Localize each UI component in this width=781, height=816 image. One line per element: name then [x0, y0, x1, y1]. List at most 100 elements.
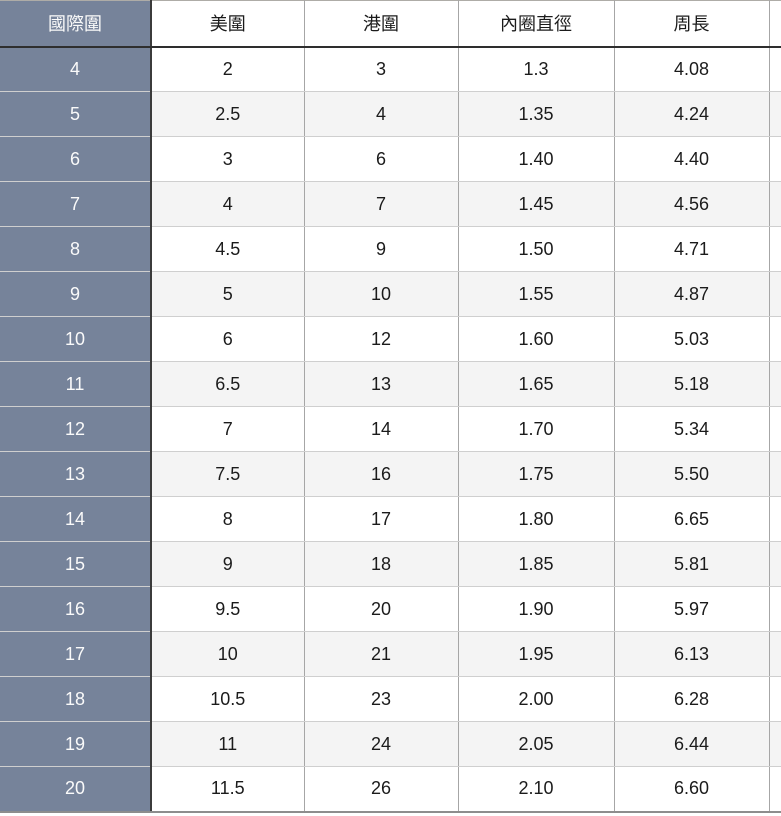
table-cell: 18: [304, 541, 459, 587]
table-cell: 16: [304, 451, 459, 497]
column-header-us-size: 美圍: [151, 0, 305, 48]
table-row: 16 9.5 20 1.90 5.97: [0, 586, 781, 632]
table-cell: 4.24: [614, 91, 770, 137]
table-row: 15 9 18 1.85 5.81: [0, 541, 781, 587]
table-row: 13 7.5 16 1.75 5.50: [0, 451, 781, 497]
row-header-cell: 12: [0, 406, 152, 452]
table-cell: 9: [304, 226, 459, 272]
cropped-edge-cell: [769, 46, 781, 92]
row-header-cell: 15: [0, 541, 152, 587]
cropped-edge-cell: [769, 136, 781, 182]
table-row: 7 4 7 1.45 4.56: [0, 181, 781, 227]
column-header-circumference: 周長: [614, 0, 770, 48]
table-cell: 3: [304, 46, 459, 92]
table-cell: 1.3: [458, 46, 615, 92]
table-cell: 6: [304, 136, 459, 182]
table-cell: 5.50: [614, 451, 770, 497]
table-cell: 3: [151, 136, 305, 182]
row-header-cell: 5: [0, 91, 152, 137]
row-header-cell: 4: [0, 46, 152, 92]
table-cell: 1.65: [458, 361, 615, 407]
cropped-edge-cell: [769, 271, 781, 317]
table-cell: 8: [151, 496, 305, 542]
table-cell: 1.40: [458, 136, 615, 182]
table-cell: 20: [304, 586, 459, 632]
column-header-international-size: 國際圍: [0, 0, 152, 48]
row-header-cell: 10: [0, 316, 152, 362]
cropped-edge-cell: [769, 226, 781, 272]
table-cell: 7: [151, 406, 305, 452]
table-row: 5 2.5 4 1.35 4.24: [0, 91, 781, 137]
cropped-edge-cell: [769, 406, 781, 452]
table-row: 11 6.5 13 1.65 5.18: [0, 361, 781, 407]
table-cell: 6.28: [614, 676, 770, 722]
table-cell: 6.60: [614, 766, 770, 813]
table-row: 6 3 6 1.40 4.40: [0, 136, 781, 182]
table-cell: 2.10: [458, 766, 615, 813]
table-cell: 5.81: [614, 541, 770, 587]
table-header: 國際圍 美圍 港圍 內圈直徑 周長: [0, 0, 781, 48]
table-cell: 11: [151, 721, 305, 767]
table-cell: 1.55: [458, 271, 615, 317]
row-header-cell: 6: [0, 136, 152, 182]
table-row: 9 5 10 1.55 4.87: [0, 271, 781, 317]
row-header-cell: 17: [0, 631, 152, 677]
table-row: 12 7 14 1.70 5.34: [0, 406, 781, 452]
table-cell: 1.95: [458, 631, 615, 677]
table-cell: 9.5: [151, 586, 305, 632]
cropped-edge-cell: [769, 0, 781, 48]
table-row: 18 10.5 23 2.00 6.28: [0, 676, 781, 722]
table-cell: 24: [304, 721, 459, 767]
column-header-hk-size: 港圍: [304, 0, 459, 48]
table-cell: 4.87: [614, 271, 770, 317]
cropped-edge-cell: [769, 181, 781, 227]
table-cell: 5.18: [614, 361, 770, 407]
row-header-cell: 9: [0, 271, 152, 317]
header-row: 國際圍 美圍 港圍 內圈直徑 周長: [0, 0, 781, 48]
table-row: 10 6 12 1.60 5.03: [0, 316, 781, 362]
table-cell: 1.75: [458, 451, 615, 497]
cropped-edge-cell: [769, 586, 781, 632]
row-header-cell: 8: [0, 226, 152, 272]
table-cell: 4: [151, 181, 305, 227]
table-cell: 6.44: [614, 721, 770, 767]
table-cell: 10: [151, 631, 305, 677]
table-cell: 21: [304, 631, 459, 677]
table-cell: 1.60: [458, 316, 615, 362]
table-row: 20 11.5 26 2.10 6.60: [0, 766, 781, 813]
table-cell: 17: [304, 496, 459, 542]
table-cell: 7.5: [151, 451, 305, 497]
table-cell: 1.90: [458, 586, 615, 632]
row-header-cell: 19: [0, 721, 152, 767]
table-cell: 2: [151, 46, 305, 92]
cropped-edge-cell: [769, 766, 781, 813]
table-cell: 14: [304, 406, 459, 452]
table-row: 4 2 3 1.3 4.08: [0, 46, 781, 92]
table-cell: 5.97: [614, 586, 770, 632]
table-cell: 5.03: [614, 316, 770, 362]
row-header-cell: 7: [0, 181, 152, 227]
cropped-edge-cell: [769, 496, 781, 542]
table-cell: 4.5: [151, 226, 305, 272]
table-cell: 6.13: [614, 631, 770, 677]
table-cell: 2.5: [151, 91, 305, 137]
column-header-inner-diameter: 內圈直徑: [458, 0, 615, 48]
table-cell: 26: [304, 766, 459, 813]
table-cell: 4.40: [614, 136, 770, 182]
table-cell: 4.08: [614, 46, 770, 92]
cropped-edge-cell: [769, 91, 781, 137]
cropped-edge-cell: [769, 541, 781, 587]
table-cell: 10.5: [151, 676, 305, 722]
table-row: 17 10 21 1.95 6.13: [0, 631, 781, 677]
table-cell: 10: [304, 271, 459, 317]
table-cell: 5.34: [614, 406, 770, 452]
cropped-edge-cell: [769, 721, 781, 767]
table-cell: 1.70: [458, 406, 615, 452]
cropped-edge-cell: [769, 316, 781, 362]
table-cell: 6: [151, 316, 305, 362]
table-row: 8 4.5 9 1.50 4.71: [0, 226, 781, 272]
table-cell: 12: [304, 316, 459, 362]
table-cell: 13: [304, 361, 459, 407]
